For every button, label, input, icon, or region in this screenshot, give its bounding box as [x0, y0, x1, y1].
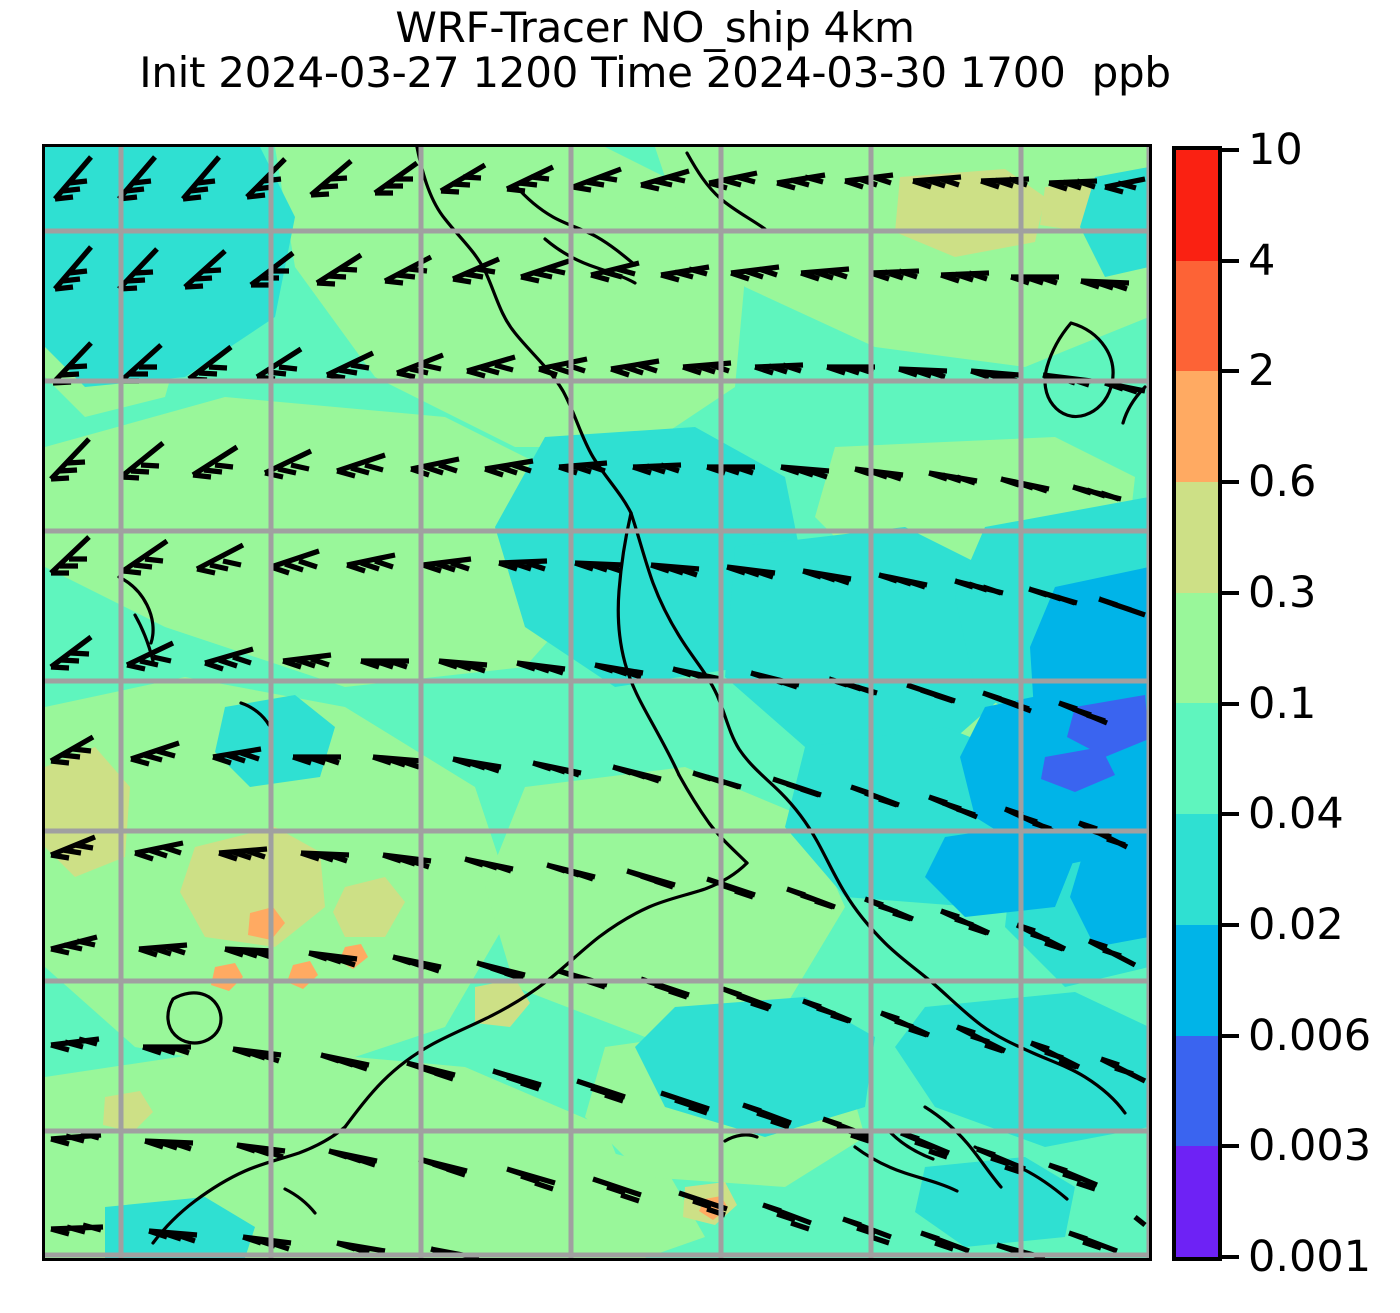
colorbar-tick-label: 0.02: [1248, 899, 1344, 950]
colorbar-tick-mark: [1222, 701, 1239, 706]
colorbar-tick-mark: [1222, 258, 1239, 263]
wind-barb-overlay: [49, 155, 1147, 1258]
colorbar-tick-mark: [1222, 1255, 1239, 1259]
colorbar-band: [1176, 260, 1218, 372]
latlon-gridlines: [45, 147, 1149, 1258]
colorbar-band: [1176, 814, 1218, 925]
colorbar-tick-mark: [1222, 1144, 1239, 1149]
colorbar-band: [1176, 482, 1218, 593]
colorbar-tick-label: 0.04: [1248, 789, 1344, 840]
chart-subtitle: Init 2024-03-27 1200 Time 2024-03-30 170…: [139, 47, 1171, 97]
colorbar-band: [1176, 592, 1218, 704]
colorbar-tick-mark: [1222, 922, 1239, 927]
field-band-0.3-0.6: [45, 169, 1120, 1225]
colorbar-tick-label: 0.006: [1248, 1010, 1372, 1061]
colorbar-tick-label: 4: [1248, 235, 1276, 286]
chart-title-block: WRF-Tracer NO_ship 4km Init 2024-03-27 1…: [0, 3, 1310, 97]
map-canvas: [45, 147, 1149, 1258]
colorbar-band: [1176, 150, 1218, 261]
colorbar-band: [1176, 924, 1218, 1036]
colorbar-tick-label: 2: [1248, 346, 1276, 397]
colorbar-band: [1176, 1146, 1218, 1257]
colorbar-tick-mark: [1222, 812, 1239, 817]
colorbar-tick-mark: [1222, 1033, 1239, 1038]
colorbar-tick-mark: [1222, 590, 1239, 595]
colorbar: [1172, 146, 1222, 1261]
colorbar-band: [1176, 371, 1218, 483]
colorbar-tick-label: 0.001: [1248, 1232, 1372, 1282]
colorbar-tick-label: 0.1: [1248, 678, 1317, 729]
field-band-0.003-0.006: [1041, 695, 1149, 792]
colorbar-tick-mark: [1222, 148, 1239, 152]
colorbar-tick-label: 0.6: [1248, 457, 1317, 508]
colorbar-tick-label: 0.3: [1248, 567, 1317, 618]
colorbar-tick-labels: 0.001 0.003 0.006 0.02 0.04 0.1 0.3 0.6 2 4 10: [1222, 125, 1400, 1282]
colorbar-tick-label: 10: [1248, 125, 1303, 175]
page-title: WRF-Tracer NO_ship 4km: [395, 3, 915, 52]
colorbar-tick-mark: [1222, 480, 1239, 485]
colorbar-band: [1176, 1035, 1218, 1147]
colorbar-band: [1176, 703, 1218, 815]
colorbar-tick-label: 0.003: [1248, 1121, 1372, 1172]
map-plot-panel: [42, 144, 1152, 1261]
colorbar-tick-mark: [1222, 369, 1239, 374]
tracer-concentration-map: [45, 147, 1149, 1258]
